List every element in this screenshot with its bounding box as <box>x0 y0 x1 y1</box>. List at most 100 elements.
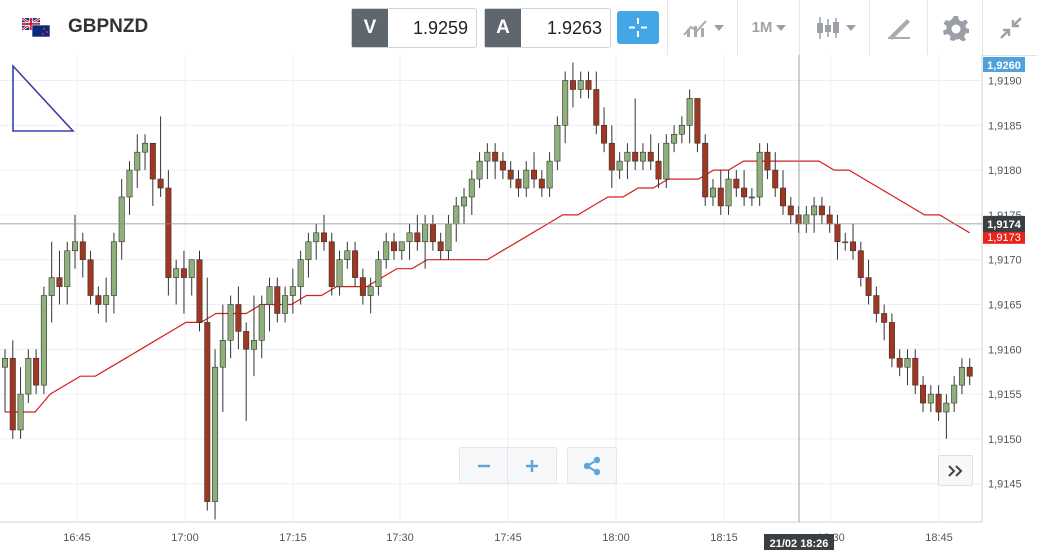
candle-body <box>352 250 359 278</box>
candle-body <box>834 223 841 243</box>
plus-icon <box>525 459 538 472</box>
candle-body <box>375 259 382 287</box>
candle-body <box>25 357 32 395</box>
candle-body <box>647 151 654 162</box>
candle-body <box>453 205 460 225</box>
price-tick-label: 1,9145 <box>988 479 1022 491</box>
candle-body <box>958 366 965 386</box>
price-tick-label: 1,9155 <box>988 389 1022 401</box>
candle-body <box>367 286 374 296</box>
candle-body <box>33 357 40 386</box>
triangle-drawing-shape[interactable] <box>12 63 75 132</box>
price-tick-label: 1,9165 <box>988 300 1022 312</box>
candles-group <box>1 62 973 520</box>
candle-body <box>1 357 9 368</box>
candle-body <box>56 277 63 287</box>
zoom-out-button[interactable] <box>460 448 508 483</box>
candle-body <box>336 259 343 287</box>
zoom-controls <box>459 447 557 484</box>
candle-body <box>811 205 818 216</box>
candle-body <box>445 223 452 252</box>
candle-body <box>764 151 771 171</box>
last-price-label: 1,9260 <box>987 60 1021 72</box>
collapse-button[interactable] <box>982 0 1037 55</box>
candle-body <box>935 393 942 413</box>
candle-body <box>429 223 436 243</box>
candle-body <box>538 178 545 189</box>
candle-body <box>515 178 522 189</box>
candle-body <box>608 142 615 171</box>
candle-body <box>663 142 670 180</box>
candle-body <box>678 125 685 135</box>
crosshair-button[interactable] <box>617 11 659 44</box>
timeframe-label: 1M <box>751 19 773 36</box>
share-button[interactable] <box>567 447 617 484</box>
candle-body <box>709 187 716 198</box>
buy-label: A <box>485 9 521 47</box>
timeframe-select[interactable]: 1M <box>737 0 800 55</box>
price-tick-label: 1,9150 <box>988 434 1022 446</box>
time-tick-label: 17:00 <box>171 532 199 544</box>
chart-type-button[interactable] <box>667 0 738 55</box>
candle-body <box>383 241 390 260</box>
candle-body <box>258 304 265 341</box>
share-icon <box>583 456 601 475</box>
candle-body <box>180 268 187 278</box>
crosshair-price-tag: 1,9174 <box>983 215 1025 232</box>
crosshair-icon <box>629 18 647 37</box>
buy-quote-button[interactable]: A 1.9263 <box>484 8 611 48</box>
settings-button[interactable] <box>927 0 983 55</box>
candle-body <box>359 277 366 296</box>
candle-body <box>655 160 662 180</box>
moving-average-line <box>5 160 971 413</box>
candle-body <box>476 160 483 180</box>
candle-body <box>756 151 763 198</box>
scroll-to-latest-button[interactable] <box>938 455 973 486</box>
sell-quote-button[interactable]: V 1.9259 <box>351 8 477 48</box>
time-tick-label: 17:45 <box>494 532 522 544</box>
instrument-symbol[interactable]: GBPNZD <box>68 16 149 37</box>
candle-body <box>274 286 281 314</box>
candle-body <box>204 322 211 502</box>
candle-body <box>9 357 16 431</box>
zoom-in-button[interactable] <box>508 448 555 483</box>
candle-body <box>951 384 958 404</box>
candle-body <box>227 304 234 341</box>
line-chart-type-icon <box>683 19 707 37</box>
candle-body <box>235 304 242 332</box>
candle-body <box>624 151 631 162</box>
candle-body <box>787 205 794 216</box>
candle-body <box>437 241 444 252</box>
candle-style-button[interactable] <box>799 0 870 55</box>
candle-body <box>531 169 538 180</box>
moving-average-tag: 1,9173 <box>983 229 1025 244</box>
candle-body <box>282 295 289 314</box>
candle-body <box>250 340 257 350</box>
candle-body <box>865 277 872 296</box>
candle-body <box>484 151 491 162</box>
price-chart[interactable]: 1,9145 1,9150 1,9155 1,9160 1,9165 1,9170 1,91… <box>0 55 1037 550</box>
candle-body <box>850 241 857 252</box>
candle-body <box>422 223 429 243</box>
sell-price: 1.9259 <box>412 18 468 38</box>
drawing-tools-button[interactable] <box>869 0 928 55</box>
candle-body <box>702 142 709 198</box>
moving-average-label: 1,9173 <box>987 232 1021 244</box>
double-chevron-right-icon <box>947 464 962 477</box>
candle-body <box>686 98 693 126</box>
candle-body <box>912 357 919 386</box>
candle-body <box>881 313 888 323</box>
candle-body <box>966 366 973 377</box>
candle-body <box>492 151 499 162</box>
crosshair-time-tag: 21/02 18:26 <box>764 534 834 550</box>
candle-body <box>741 187 748 198</box>
price-tick-label: 1,9160 <box>988 344 1022 356</box>
candle-body <box>632 151 639 162</box>
candle-body <box>79 241 86 260</box>
time-tick-label: 18:15 <box>710 532 738 544</box>
candle-body <box>297 259 304 287</box>
candle-body <box>725 178 732 207</box>
candle-body <box>826 214 833 225</box>
candle-body <box>212 366 219 502</box>
chevron-down-icon <box>846 24 856 31</box>
